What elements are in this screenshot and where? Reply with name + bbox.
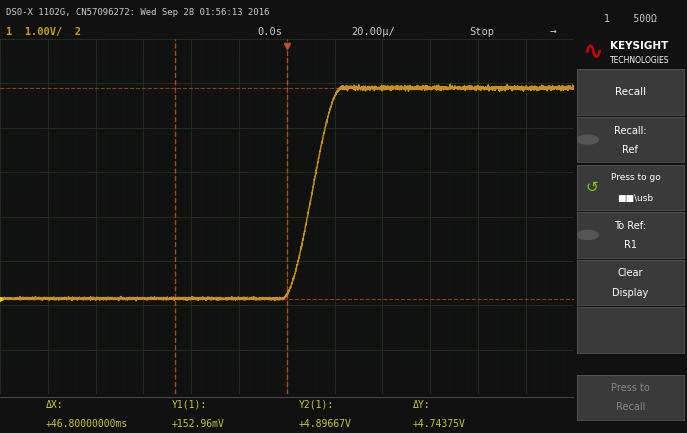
Text: +4.74375V: +4.74375V xyxy=(413,420,466,430)
Text: 1    500Ω: 1 500Ω xyxy=(604,14,657,25)
Text: Display: Display xyxy=(612,288,649,297)
Text: →: → xyxy=(550,27,556,37)
Text: To Ref:: To Ref: xyxy=(614,221,646,231)
Text: KEYSIGHT: KEYSIGHT xyxy=(610,41,668,51)
Text: 1  1.00V/  2: 1 1.00V/ 2 xyxy=(5,27,81,37)
Text: ΔX:: ΔX: xyxy=(46,400,63,410)
Text: +46.80000000ms: +46.80000000ms xyxy=(46,420,128,430)
Text: Clear: Clear xyxy=(618,268,643,278)
Text: ■■\usb: ■■\usb xyxy=(618,194,654,203)
Text: +152.96mV: +152.96mV xyxy=(172,420,225,430)
Text: R1: R1 xyxy=(624,240,637,250)
Text: Y1(1):: Y1(1): xyxy=(172,400,207,410)
Text: Recall:: Recall: xyxy=(614,126,646,136)
Text: +4.89667V: +4.89667V xyxy=(298,420,351,430)
Text: Press to: Press to xyxy=(611,383,650,393)
Text: ↺: ↺ xyxy=(585,180,598,195)
Text: Press to go: Press to go xyxy=(611,173,660,182)
Text: 20.00μ/: 20.00μ/ xyxy=(351,27,395,37)
Circle shape xyxy=(577,135,598,144)
Text: TECHNOLOGIES: TECHNOLOGIES xyxy=(609,56,669,65)
Text: Recall: Recall xyxy=(615,87,646,97)
Text: 0.0s: 0.0s xyxy=(257,27,282,37)
Text: Ref: Ref xyxy=(622,145,638,155)
Text: ∿: ∿ xyxy=(583,40,604,64)
Circle shape xyxy=(577,230,598,239)
Text: DS0-X 1102G, CN57096272: Wed Sep 28 01:56:13 2016: DS0-X 1102G, CN57096272: Wed Sep 28 01:5… xyxy=(5,8,269,17)
Text: Y2(1):: Y2(1): xyxy=(298,400,334,410)
Text: Stop: Stop xyxy=(469,27,495,37)
Text: Recall: Recall xyxy=(616,402,645,412)
Text: ΔY:: ΔY: xyxy=(413,400,431,410)
